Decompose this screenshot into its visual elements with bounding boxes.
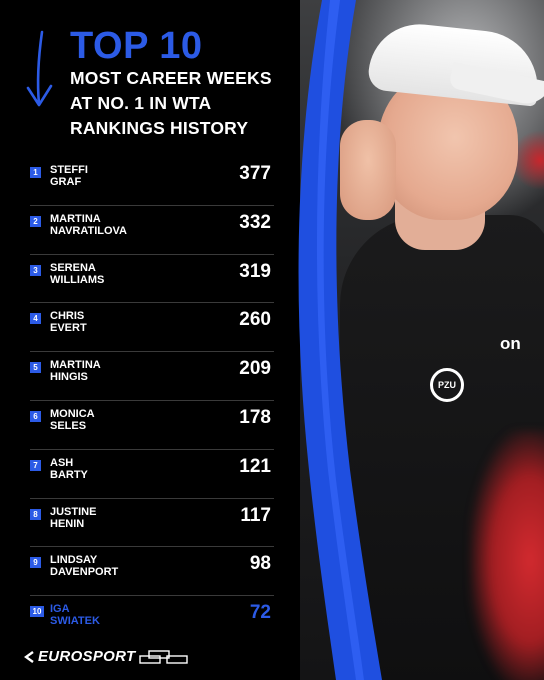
eurosport-chevron-icon bbox=[24, 650, 34, 663]
player-last-name: HINGIS bbox=[50, 371, 88, 384]
player-last-name: WILLIAMS bbox=[50, 273, 105, 286]
player-last-name: SWIATEK bbox=[50, 615, 100, 628]
rank-badge: 10 bbox=[30, 606, 44, 618]
player-last-name: SELES bbox=[50, 419, 87, 432]
player-photo: PZU on bbox=[300, 0, 544, 680]
rank-badge: 1 bbox=[30, 167, 41, 178]
eurosport-logo: EUROSPORT bbox=[24, 648, 189, 665]
player-last-name: NAVRATILOVA bbox=[50, 224, 127, 237]
player-name: JUSTINE HENIN bbox=[50, 506, 96, 530]
ranking-row: 10 IGA SWIATEK 72 bbox=[30, 596, 274, 645]
ranking-row: 8 JUSTINE HENIN 117 bbox=[30, 499, 274, 548]
player-first-name: MARTINA bbox=[50, 359, 101, 372]
player-name: MARTINA HINGIS bbox=[50, 359, 101, 383]
player-first-name: IGA bbox=[50, 603, 70, 616]
subtitle-line: AT NO. 1 IN WTA bbox=[70, 93, 212, 113]
rank-badge: 8 bbox=[30, 508, 41, 520]
ranking-row: 2 MARTINA NAVRATILOVA 332 bbox=[30, 206, 274, 255]
player-last-name: BARTY bbox=[50, 468, 88, 481]
ranking-row: 7 ASH BARTY 121 bbox=[30, 450, 274, 499]
player-last-name: HENIN bbox=[50, 517, 85, 530]
ranking-row: 4 CHRIS EVERT 260 bbox=[30, 303, 274, 353]
rank-badge: 3 bbox=[30, 264, 41, 276]
player-first-name: LINDSAY bbox=[50, 554, 98, 567]
player-name: SERENA WILLIAMS bbox=[50, 262, 104, 286]
player-first-name: MARTINA bbox=[50, 212, 101, 225]
rank-badge: 4 bbox=[30, 313, 41, 325]
rank-badge: 7 bbox=[30, 459, 41, 471]
weeks-value: 72 bbox=[249, 602, 271, 624]
ranking-row: 6 MONICA SELES 178 bbox=[30, 401, 274, 450]
player-last-name: GRAF bbox=[50, 176, 82, 188]
player-first-name: MONICA bbox=[50, 407, 95, 420]
weeks-value: 209 bbox=[239, 358, 271, 380]
rank-badge: 6 bbox=[30, 410, 41, 422]
player-name: CHRIS EVERT bbox=[50, 310, 87, 334]
logo-text: EUROSPORT bbox=[38, 648, 136, 665]
player-first-name: JUSTINE bbox=[50, 505, 97, 518]
rank-badge: 5 bbox=[30, 362, 41, 374]
player-name: MONICA SELES bbox=[50, 408, 95, 432]
page-subtitle: MOST CAREER WEEKS AT NO. 1 IN WTA RANKIN… bbox=[70, 66, 272, 141]
player-first-name: SERENA bbox=[50, 261, 96, 274]
arrow-down-icon bbox=[26, 30, 53, 107]
weeks-value: 98 bbox=[249, 553, 271, 575]
rankings-list: 1 STEFFI GRAF 377 2 MARTINA NAVRATILOVA 332 3 SER… bbox=[30, 157, 274, 645]
page-title: TOP 10 bbox=[70, 25, 203, 67]
shirt-brand-logo: on bbox=[500, 334, 521, 353]
ranking-row: 3 SERENA WILLIAMS 319 bbox=[30, 255, 274, 304]
shirt-sponsor-logo: PZU bbox=[430, 368, 464, 402]
ranking-row: 9 LINDSAY DAVENPORT 98 bbox=[30, 547, 274, 597]
subtitle-line: RANKINGS HISTORY bbox=[70, 118, 249, 138]
player-name: IGA SWIATEK bbox=[50, 603, 100, 627]
tv-screens-icon bbox=[139, 649, 189, 664]
weeks-value: 319 bbox=[239, 260, 271, 282]
weeks-value: 260 bbox=[239, 309, 271, 331]
player-first-name: ASH bbox=[50, 456, 74, 469]
ranking-row: 1 STEFFI GRAF 377 bbox=[30, 157, 274, 206]
player-first-name: STEFFI bbox=[50, 164, 88, 176]
rank-badge: 2 bbox=[30, 215, 41, 227]
rank-badge: 9 bbox=[30, 557, 41, 569]
player-last-name: EVERT bbox=[50, 322, 87, 335]
weeks-value: 117 bbox=[240, 504, 271, 526]
player-first-name: CHRIS bbox=[50, 310, 85, 323]
player-name: MARTINA NAVRATILOVA bbox=[50, 213, 127, 237]
player-name: ASH BARTY bbox=[50, 457, 88, 481]
ranking-row: 5 MARTINA HINGIS 209 bbox=[30, 352, 274, 401]
weeks-value: 377 bbox=[239, 163, 271, 184]
player-name: STEFFI GRAF bbox=[50, 164, 88, 188]
photo-red-blur bbox=[470, 430, 544, 680]
player-fist bbox=[340, 120, 396, 220]
weeks-value: 178 bbox=[239, 406, 271, 428]
blue-ribbon bbox=[298, 0, 382, 680]
player-last-name: DAVENPORT bbox=[50, 566, 119, 579]
subtitle-line: MOST CAREER WEEKS bbox=[70, 68, 272, 88]
player-name: LINDSAY DAVENPORT bbox=[50, 554, 118, 578]
weeks-value: 332 bbox=[239, 211, 271, 233]
weeks-value: 121 bbox=[239, 455, 271, 477]
